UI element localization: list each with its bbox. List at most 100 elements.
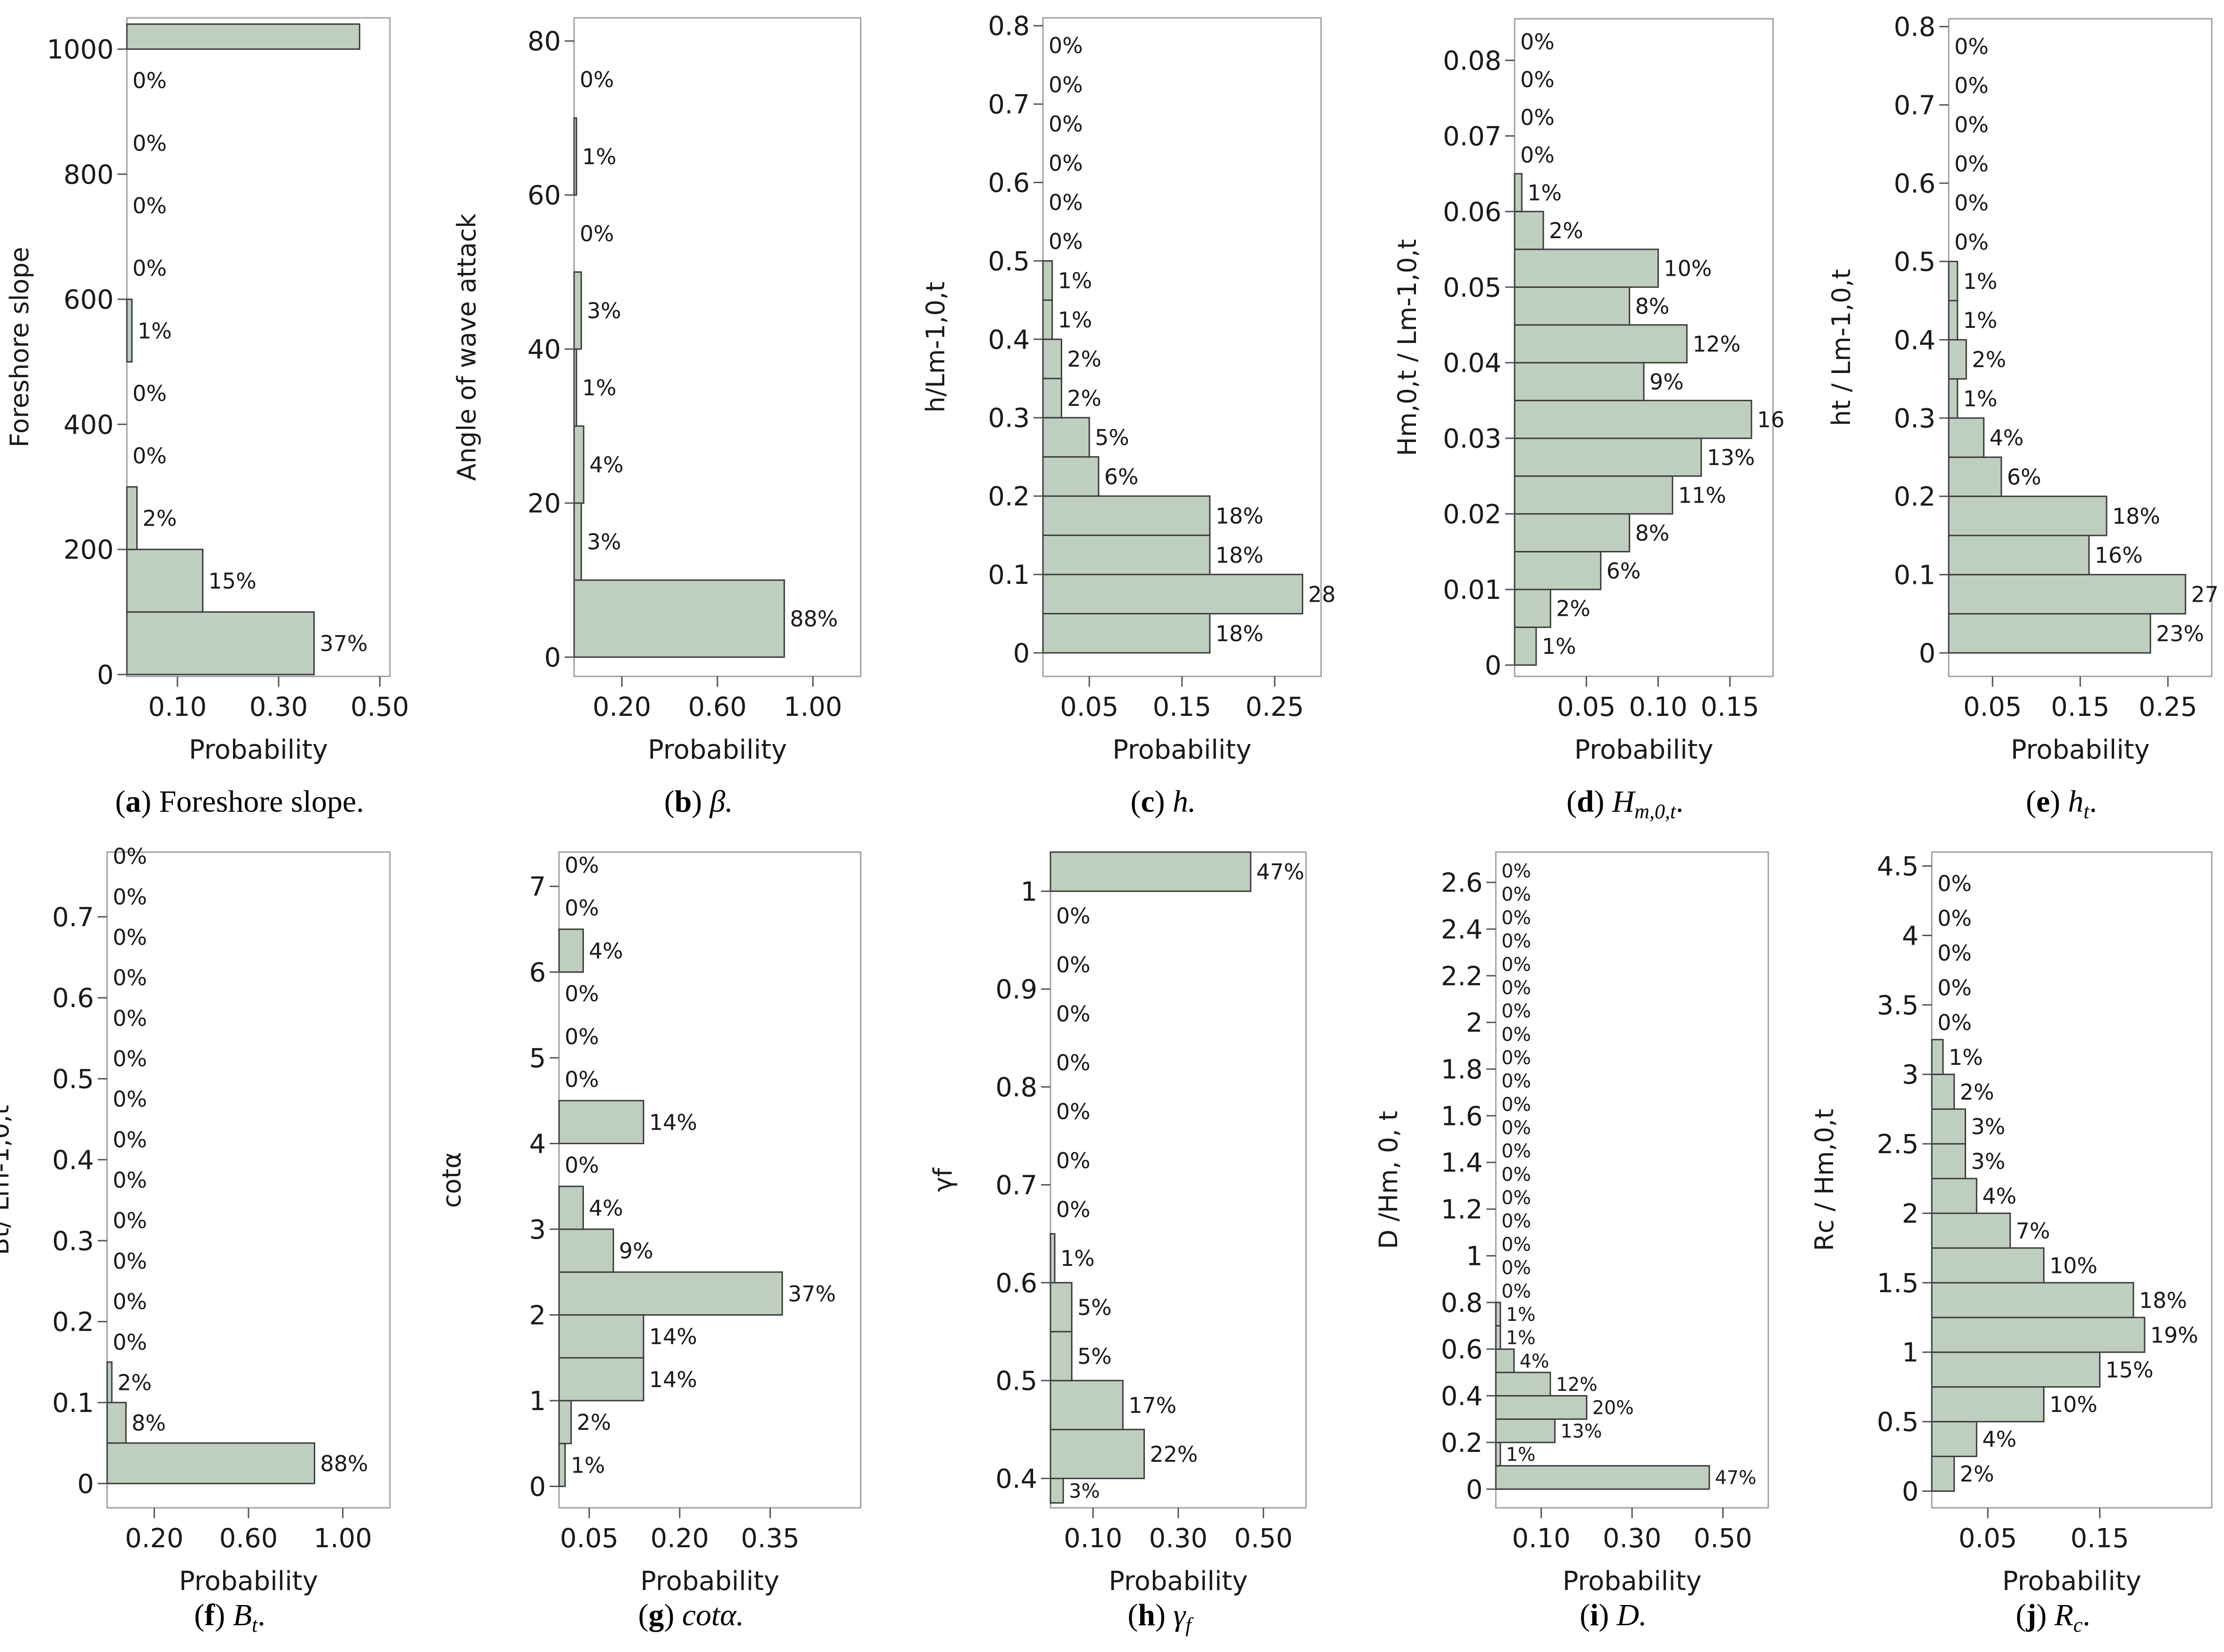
bar-label: 0%: [1049, 190, 1083, 215]
bar-label: 1%: [571, 1452, 605, 1478]
histogram-bar: [1050, 1428, 1145, 1479]
bar-label: 0%: [1056, 1050, 1090, 1076]
caption-letter: e: [2036, 784, 2050, 819]
bar-label: 0%: [1937, 1010, 1972, 1035]
histogram-bar: [1931, 1351, 2101, 1388]
histogram-bar: [126, 486, 138, 551]
bar-label: 1%: [1949, 1045, 1983, 1070]
histogram-bar: [558, 1271, 783, 1316]
x-tick-label: 0.20: [592, 692, 651, 722]
y-tick-label: 1: [529, 1386, 546, 1417]
y-axis-label: h/Lm-1,0,t: [921, 282, 950, 413]
histogram-bar: [1514, 626, 1537, 666]
y-axis-label: γf: [928, 1167, 958, 1192]
y-tick-label: 0.01: [1443, 575, 1501, 605]
caption-paren: (: [1128, 1598, 1138, 1632]
histogram-bar: [1495, 1348, 1515, 1373]
bar-label: 0%: [1501, 931, 1531, 952]
y-tick-label: 7: [529, 872, 546, 902]
bar-label: 13%: [1707, 445, 1755, 470]
caption-paren: (: [194, 1598, 204, 1632]
caption-letter: j: [2026, 1598, 2037, 1632]
histogram-bar: [1042, 495, 1211, 536]
histogram-bar: [1948, 417, 1985, 458]
y-tick-label: 3: [529, 1215, 546, 1245]
bar-label: 0%: [132, 256, 167, 281]
bar-label: 1%: [1058, 307, 1092, 333]
histogram-bar: [1931, 1073, 1955, 1110]
bar-label: 0%: [1501, 1001, 1531, 1022]
histogram-bar: [1948, 261, 1959, 302]
bar-label: 0%: [1954, 73, 1989, 98]
y-axis-label: D /Hm, 0, t: [1374, 1111, 1403, 1249]
x-tick-label: 0.15: [2070, 1523, 2129, 1554]
y-tick-label: 0.6: [52, 983, 94, 1014]
histogram-bar: [1495, 1372, 1551, 1397]
histogram-bar: [1514, 513, 1630, 552]
panel-b: 88% 3% 4% 1% 3% 0% 1% 0% 0 20 40 60 80 Angle of wave …: [452, 17, 862, 819]
x-tick-label: 0.50: [1234, 1523, 1293, 1554]
bar-label: 5%: [1095, 425, 1129, 450]
bar-label: 2%: [577, 1410, 611, 1435]
bar-label: 0%: [1501, 977, 1531, 999]
y-tick-label: 0: [1902, 1477, 1919, 1507]
y-tick-label: 0.8: [1894, 12, 1936, 43]
histogram-bar: [558, 1443, 566, 1487]
y-tick-label: 0.4: [52, 1145, 94, 1176]
bar-label: 20%: [1592, 1397, 1633, 1419]
y-tick-label: 0.05: [1443, 272, 1501, 303]
bar-label: 6%: [2007, 465, 2041, 490]
y-tick-label: 0.5: [52, 1064, 94, 1095]
bar-label: 1%: [1963, 308, 1998, 333]
y-axis: 0 20 40 60 80: [528, 26, 574, 673]
histogram-bar: [1050, 851, 1252, 892]
x-axis: 0.10 0.30 0.50: [148, 676, 409, 722]
bar-label: 0%: [565, 1067, 599, 1092]
y-tick-label: 1.4: [1441, 1148, 1483, 1179]
histogram-bar: [1514, 437, 1702, 477]
bar-label: 0%: [1056, 1001, 1090, 1026]
bar-label: 0%: [1056, 1148, 1090, 1173]
bar-label: 1%: [1542, 634, 1576, 659]
x-tick-label: 0.50: [1694, 1523, 1752, 1554]
x-tick-label: 0.35: [741, 1523, 800, 1554]
y-tick-label: 0.9: [995, 975, 1037, 1005]
panel-d: 1%2%6%8%11%13%169%12%8%10%2%1%0%0%0%0%00…: [1392, 18, 1785, 823]
x-tick-label: 0.20: [125, 1523, 184, 1554]
bar-label: 10%: [2049, 1253, 2097, 1278]
bar-label: 1%: [1963, 386, 1998, 411]
caption-paren: (: [2016, 1598, 2026, 1632]
bar-label: 47%: [1715, 1467, 1756, 1489]
y-axis-label: cotα: [437, 1152, 467, 1208]
y-tick-label: 0.6: [1894, 169, 1936, 199]
bar-label: 4%: [1982, 1427, 2016, 1452]
histogram-bar: [126, 298, 133, 363]
y-tick-label: 0.7: [52, 902, 94, 933]
histogram-bar: [1931, 1143, 1967, 1179]
bar-label: 0%: [1056, 1099, 1090, 1125]
bar-label: 4%: [589, 938, 623, 963]
bar-label: 0%: [1501, 1257, 1531, 1279]
bar-label: 37%: [319, 631, 367, 656]
bar-label: 0%: [1501, 1234, 1531, 1256]
caption-tail: .: [257, 1598, 265, 1632]
histogram-bar: [558, 1357, 645, 1402]
panel-caption: (c) h.: [1130, 784, 1196, 819]
histogram-bar: [1931, 1317, 2146, 1353]
x-tick-label: 0.50: [350, 692, 409, 722]
y-tick-label: 2.6: [1441, 868, 1483, 899]
histogram-bar: [1948, 378, 1959, 419]
bar-label: 0%: [1501, 1280, 1531, 1302]
histogram-bar: [106, 1361, 113, 1404]
bar-label: 27: [2191, 582, 2219, 607]
y-tick-label: 1: [1466, 1241, 1483, 1272]
y-tick-label: 2: [529, 1300, 546, 1331]
panel-c: 18%2818%18%6%5%2%2%1%1%0%0%0%0%0%0%00.10…: [921, 11, 1336, 819]
x-tick-label: 0.05: [1060, 692, 1119, 722]
caption-text: H: [1604, 784, 1636, 819]
y-axis-label: Foreshore slope: [5, 247, 34, 448]
caption-letter: g: [648, 1598, 664, 1632]
bar-label: 14%: [649, 1109, 697, 1135]
y-tick-label: 0.7: [988, 90, 1030, 120]
bar-label: 3%: [1971, 1114, 2006, 1140]
